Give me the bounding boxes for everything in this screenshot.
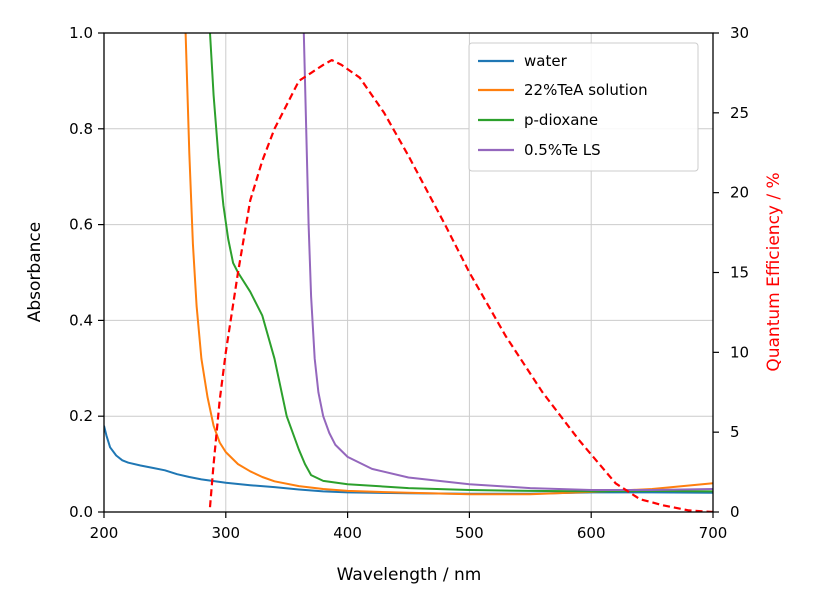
x-tick-label-200: 200 <box>90 524 119 542</box>
y2-tick-label-5: 5 <box>730 423 740 441</box>
legend: water 22%TeA solution p-dioxane 0.5%Te L… <box>468 42 699 172</box>
x-axis-label: Wavelength / nm <box>337 565 482 585</box>
y-tick-label-1.0: 1.0 <box>69 24 93 42</box>
x-tick-label-600: 600 <box>577 524 606 542</box>
y2-axis-label: Quantum Efficiency / % <box>764 172 784 371</box>
legend-box <box>468 42 699 172</box>
y2-tick-label-25: 25 <box>730 104 749 122</box>
y-tick-label-0.0: 0.0 <box>69 503 93 521</box>
legend-label-tea-solution: 22%TeA solution <box>524 81 648 99</box>
y2-tick-label-30: 30 <box>730 24 749 42</box>
y-axis-label: Absorbance <box>25 222 45 322</box>
plot-frame <box>103 32 714 513</box>
data-series <box>104 33 713 512</box>
y-tick-label-0.6: 0.6 <box>69 216 93 234</box>
series-line-quantum-efficiency <box>208 59 713 512</box>
series-line-p-dioxane <box>209 33 713 493</box>
axes: 200 300 400 500 600 700 0.0 0.2 0.4 0.6 0.8 1.0 0 5 10… <box>69 24 749 542</box>
x-tick-label-400: 400 <box>333 524 362 542</box>
x-tick-label-500: 500 <box>455 524 484 542</box>
y-tick-label-0.4: 0.4 <box>69 311 93 329</box>
y2-tick-label-0: 0 <box>730 503 740 521</box>
x-tick-label-300: 300 <box>211 524 240 542</box>
legend-label-p-dioxane: p-dioxane <box>524 111 598 129</box>
x-tick-label-700: 700 <box>699 524 728 542</box>
legend-label-te-ls: 0.5%Te LS <box>524 141 601 159</box>
y-tick-label-0.8: 0.8 <box>69 120 93 138</box>
y2-tick-label-20: 20 <box>730 184 749 202</box>
y2-tick-label-10: 10 <box>730 343 749 361</box>
y2-tick-label-15: 15 <box>730 264 749 282</box>
legend-label-water: water <box>524 52 568 70</box>
series-line-22-tea-solution <box>184 33 713 496</box>
series-line-0-5-te-ls <box>302 33 713 491</box>
y-tick-label-0.2: 0.2 <box>69 407 93 425</box>
